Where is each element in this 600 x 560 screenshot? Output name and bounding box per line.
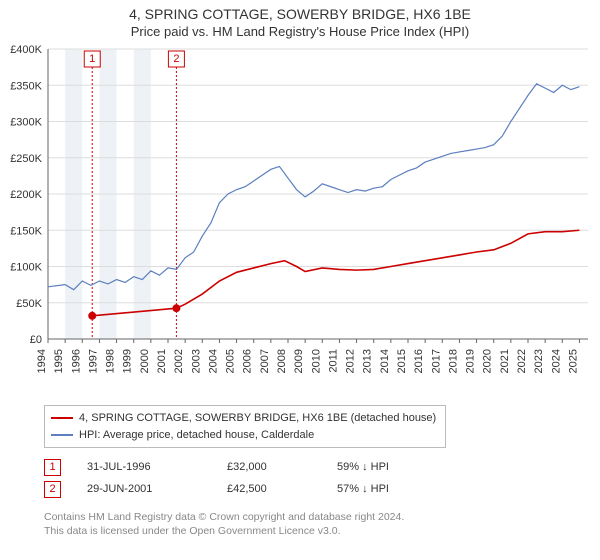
svg-text:1997: 1997: [87, 349, 99, 373]
transaction-date: 31-JUL-1996: [87, 461, 227, 473]
footer-line1: Contains HM Land Registry data © Crown c…: [44, 510, 600, 524]
series-marker-1: [88, 312, 96, 320]
svg-text:£250K: £250K: [10, 153, 42, 165]
svg-text:1998: 1998: [105, 349, 117, 373]
svg-text:1: 1: [89, 53, 95, 65]
transaction-marker: 1: [44, 459, 61, 476]
svg-text:2010: 2010: [310, 349, 322, 373]
svg-text:2016: 2016: [413, 349, 425, 373]
svg-text:2025: 2025: [567, 349, 579, 373]
svg-text:2023: 2023: [533, 349, 545, 373]
svg-text:2012: 2012: [345, 349, 357, 373]
svg-text:2002: 2002: [173, 349, 185, 373]
svg-text:2011: 2011: [327, 349, 339, 373]
svg-text:2007: 2007: [259, 349, 271, 373]
svg-text:2021: 2021: [499, 349, 511, 373]
legend-swatch: [51, 417, 73, 419]
svg-text:2003: 2003: [190, 349, 202, 373]
transaction-hpi-delta: 59% ↓ HPI: [337, 461, 447, 473]
svg-text:2001: 2001: [156, 349, 168, 373]
legend-row: 4, SPRING COTTAGE, SOWERBY BRIDGE, HX6 1…: [51, 410, 439, 427]
price-chart: £0 £50K £100K £150K £200K £250K £300K £350K £400…: [0, 39, 600, 399]
svg-text:2022: 2022: [516, 349, 528, 373]
svg-text:2008: 2008: [276, 349, 288, 373]
svg-text:1995: 1995: [53, 349, 65, 373]
svg-text:2019: 2019: [465, 349, 477, 373]
transaction-price: £32,000: [227, 461, 337, 473]
transaction-marker: 2: [44, 481, 61, 498]
svg-text:2000: 2000: [139, 349, 151, 373]
svg-text:2013: 2013: [362, 349, 374, 373]
svg-text:2: 2: [173, 53, 179, 65]
svg-text:1996: 1996: [70, 349, 82, 373]
svg-text:2009: 2009: [293, 349, 305, 373]
svg-text:1994: 1994: [36, 349, 48, 373]
transaction-row: 2 29-JUN-2001£42,50057% ↓ HPI: [44, 478, 600, 500]
transaction-row: 1 31-JUL-1996£32,00059% ↓ HPI: [44, 456, 600, 478]
chart-legend: 4, SPRING COTTAGE, SOWERBY BRIDGE, HX6 1…: [44, 405, 446, 448]
svg-text:2017: 2017: [430, 349, 442, 373]
svg-text:2018: 2018: [447, 349, 459, 373]
svg-text:£300K: £300K: [10, 117, 42, 129]
legend-swatch: [51, 434, 73, 436]
svg-text:£350K: £350K: [10, 80, 42, 92]
svg-text:2015: 2015: [396, 349, 408, 373]
series-marker-2: [172, 304, 180, 312]
series-hpi: [48, 84, 579, 290]
legend-row: HPI: Average price, detached house, Cald…: [51, 427, 439, 444]
svg-text:2014: 2014: [379, 349, 391, 373]
svg-text:£0: £0: [30, 334, 42, 346]
transaction-price: £42,500: [227, 483, 337, 495]
chart-title-address: 4, SPRING COTTAGE, SOWERBY BRIDGE, HX6 1…: [0, 6, 600, 22]
svg-text:2004: 2004: [207, 349, 219, 373]
footer-attribution: Contains HM Land Registry data © Crown c…: [44, 510, 600, 538]
svg-text:£150K: £150K: [10, 225, 42, 237]
footer-line2: This data is licensed under the Open Gov…: [44, 524, 600, 538]
legend-label: 4, SPRING COTTAGE, SOWERBY BRIDGE, HX6 1…: [79, 410, 436, 427]
chart-title-subtitle: Price paid vs. HM Land Registry's House …: [0, 24, 600, 39]
svg-text:£200K: £200K: [10, 189, 42, 201]
svg-text:£400K: £400K: [10, 44, 42, 56]
svg-text:2020: 2020: [482, 349, 494, 373]
svg-text:£50K: £50K: [16, 298, 42, 310]
svg-text:2024: 2024: [550, 349, 562, 373]
transaction-hpi-delta: 57% ↓ HPI: [337, 483, 447, 495]
svg-text:2005: 2005: [225, 349, 237, 373]
svg-text:1999: 1999: [122, 349, 134, 373]
svg-text:£100K: £100K: [10, 262, 42, 274]
transactions-table: 1 31-JUL-1996£32,00059% ↓ HPI 2 29-JUN-2001…: [44, 456, 600, 500]
transaction-date: 29-JUN-2001: [87, 483, 227, 495]
svg-text:2006: 2006: [242, 349, 254, 373]
legend-label: HPI: Average price, detached house, Cald…: [79, 427, 314, 444]
